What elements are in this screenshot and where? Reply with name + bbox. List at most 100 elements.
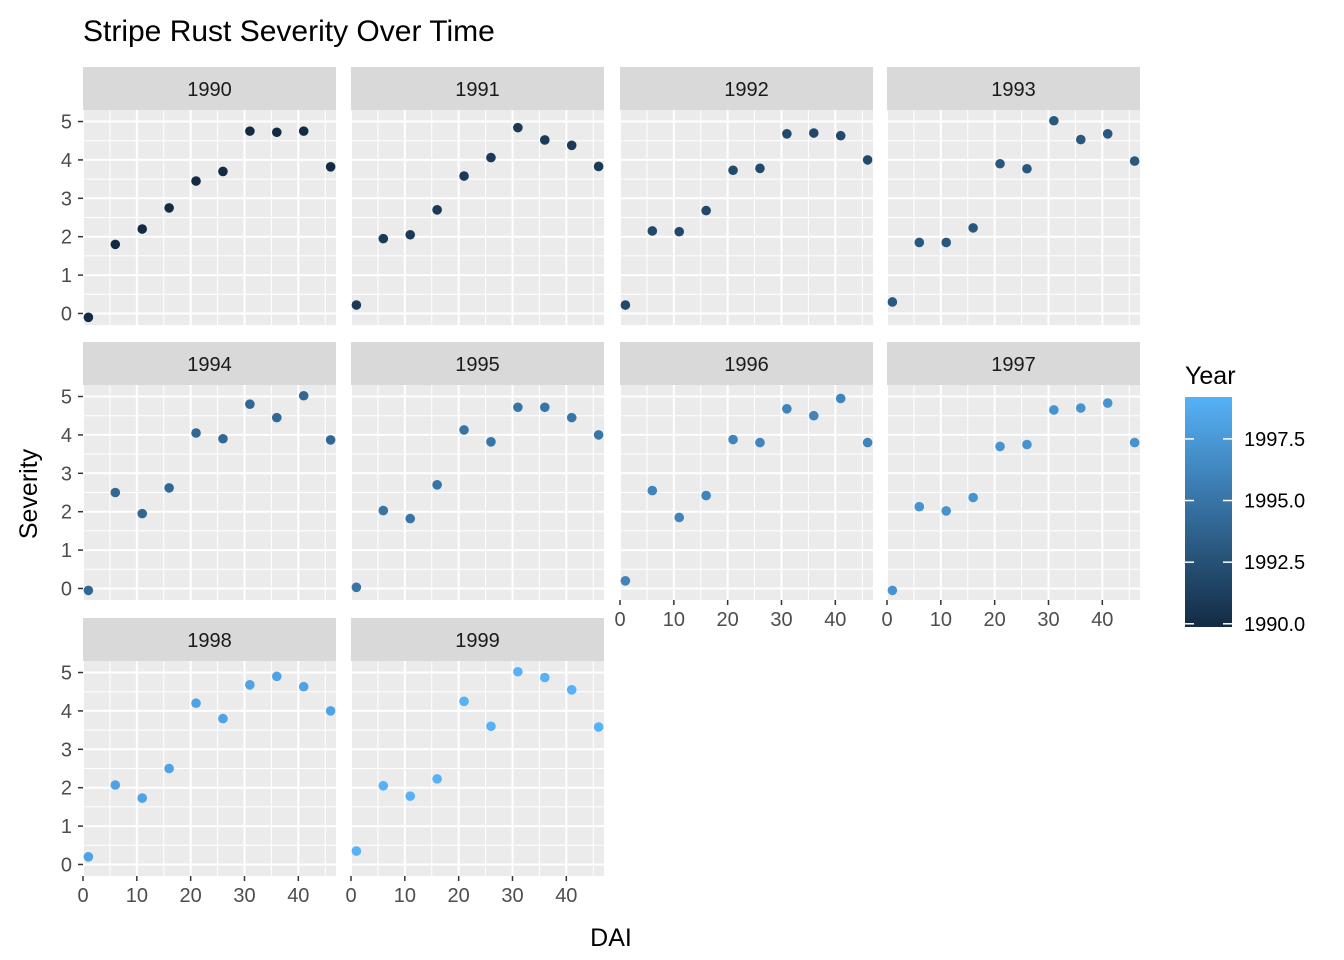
facet-strip-label: 1998 xyxy=(187,630,232,652)
data-point xyxy=(513,122,523,133)
x-tick-label: 20 xyxy=(448,885,470,907)
data-point xyxy=(137,508,148,519)
facet-strip-label: 1991 xyxy=(455,79,500,101)
data-point xyxy=(835,393,846,404)
data-point xyxy=(1075,403,1086,413)
data-point xyxy=(647,226,658,236)
data-point xyxy=(755,437,765,448)
facet-strip-label: 1996 xyxy=(724,354,769,376)
data-point xyxy=(405,229,416,240)
data-point xyxy=(459,425,469,435)
data-point xyxy=(566,412,577,423)
data-point xyxy=(941,506,952,516)
x-tick-label: 10 xyxy=(394,885,416,907)
data-point xyxy=(378,505,389,516)
data-point xyxy=(191,428,201,438)
facet-strip-label: 1995 xyxy=(455,354,500,376)
data-point xyxy=(620,576,631,586)
y-tick-label: 5 xyxy=(61,387,72,409)
data-point xyxy=(887,585,898,596)
facet-strip xyxy=(83,342,336,385)
data-point xyxy=(887,297,898,307)
facet-strip xyxy=(351,342,604,385)
data-point xyxy=(298,681,309,692)
facet-panel-1991: 1991 xyxy=(350,67,604,325)
data-point xyxy=(835,130,846,141)
data-point xyxy=(459,171,469,181)
legend-colorbar xyxy=(1185,397,1232,627)
data-point xyxy=(271,671,282,682)
x-tick-label: 20 xyxy=(180,885,202,907)
data-point xyxy=(941,237,952,248)
y-tick-label: 2 xyxy=(61,227,72,249)
x-tick-label: 10 xyxy=(663,609,685,631)
data-point xyxy=(513,402,523,413)
data-point xyxy=(782,404,792,414)
data-point xyxy=(995,441,1005,452)
facet-panel-1995: 1995 xyxy=(350,342,604,600)
x-axis-title: DAI xyxy=(590,924,632,952)
data-point xyxy=(1022,439,1032,450)
data-point xyxy=(378,233,389,244)
data-point xyxy=(351,582,362,593)
x-tick-label: 30 xyxy=(233,885,255,907)
data-point xyxy=(701,490,711,501)
data-point xyxy=(137,793,148,803)
x-tick-label: 30 xyxy=(1037,609,1059,631)
facet-strip-label: 1997 xyxy=(991,354,1036,376)
data-point xyxy=(218,713,228,724)
data-point xyxy=(1129,437,1140,448)
facet-panel-1992: 1992 xyxy=(619,67,873,325)
data-point xyxy=(782,129,792,139)
y-tick-label: 1 xyxy=(61,265,72,287)
data-point xyxy=(325,162,336,172)
legend-title: Year xyxy=(1185,362,1236,390)
data-point xyxy=(539,135,550,145)
data-point xyxy=(325,435,336,445)
facet-strip-label: 1999 xyxy=(455,630,500,652)
data-point xyxy=(808,410,819,421)
data-point xyxy=(245,399,255,409)
data-point xyxy=(674,226,685,237)
x-tick-label: 40 xyxy=(555,885,577,907)
data-point xyxy=(191,698,201,709)
x-tick-label: 20 xyxy=(717,609,739,631)
data-point xyxy=(83,585,94,596)
x-tick-label: 10 xyxy=(930,609,952,631)
data-point xyxy=(914,501,925,512)
data-point xyxy=(968,492,978,503)
x-tick-label: 0 xyxy=(881,609,892,631)
data-point xyxy=(1049,115,1059,126)
y-tick-label: 3 xyxy=(61,463,72,485)
data-point xyxy=(486,152,496,163)
data-point xyxy=(164,763,174,774)
x-tick-label: 0 xyxy=(614,609,625,631)
x-tick-label: 40 xyxy=(1091,609,1113,631)
data-point xyxy=(539,672,550,683)
x-tick-label: 30 xyxy=(501,885,523,907)
y-tick-label: 0 xyxy=(61,854,72,876)
data-point xyxy=(405,791,416,801)
facet-strip xyxy=(620,342,873,385)
facet-strip xyxy=(351,618,604,661)
y-tick-label: 4 xyxy=(61,425,72,447)
legend: Year 1990.0 1992.5 1995.0 1997.5 xyxy=(1185,362,1305,636)
data-point xyxy=(245,126,255,136)
y-tick-label: 0 xyxy=(61,303,72,325)
data-point xyxy=(620,300,631,310)
data-point xyxy=(808,128,819,138)
y-tick-label: 4 xyxy=(61,150,72,172)
data-point xyxy=(914,237,925,248)
data-point xyxy=(378,780,389,791)
y-tick-label: 1 xyxy=(61,540,72,562)
facet-strip xyxy=(887,67,1140,110)
x-tick-label: 10 xyxy=(126,885,148,907)
legend-tick-label: 1995.0 xyxy=(1244,491,1305,513)
data-point xyxy=(995,158,1005,169)
facet-panel-1999: 1999 0 10 20 30 40 xyxy=(345,618,604,907)
data-point xyxy=(593,722,604,732)
facet-strip xyxy=(887,342,1140,385)
facet-panel-1996: 1996 0 10 20 30 40 xyxy=(614,342,873,631)
y-tick-label: 0 xyxy=(61,578,72,600)
data-point xyxy=(647,485,658,496)
